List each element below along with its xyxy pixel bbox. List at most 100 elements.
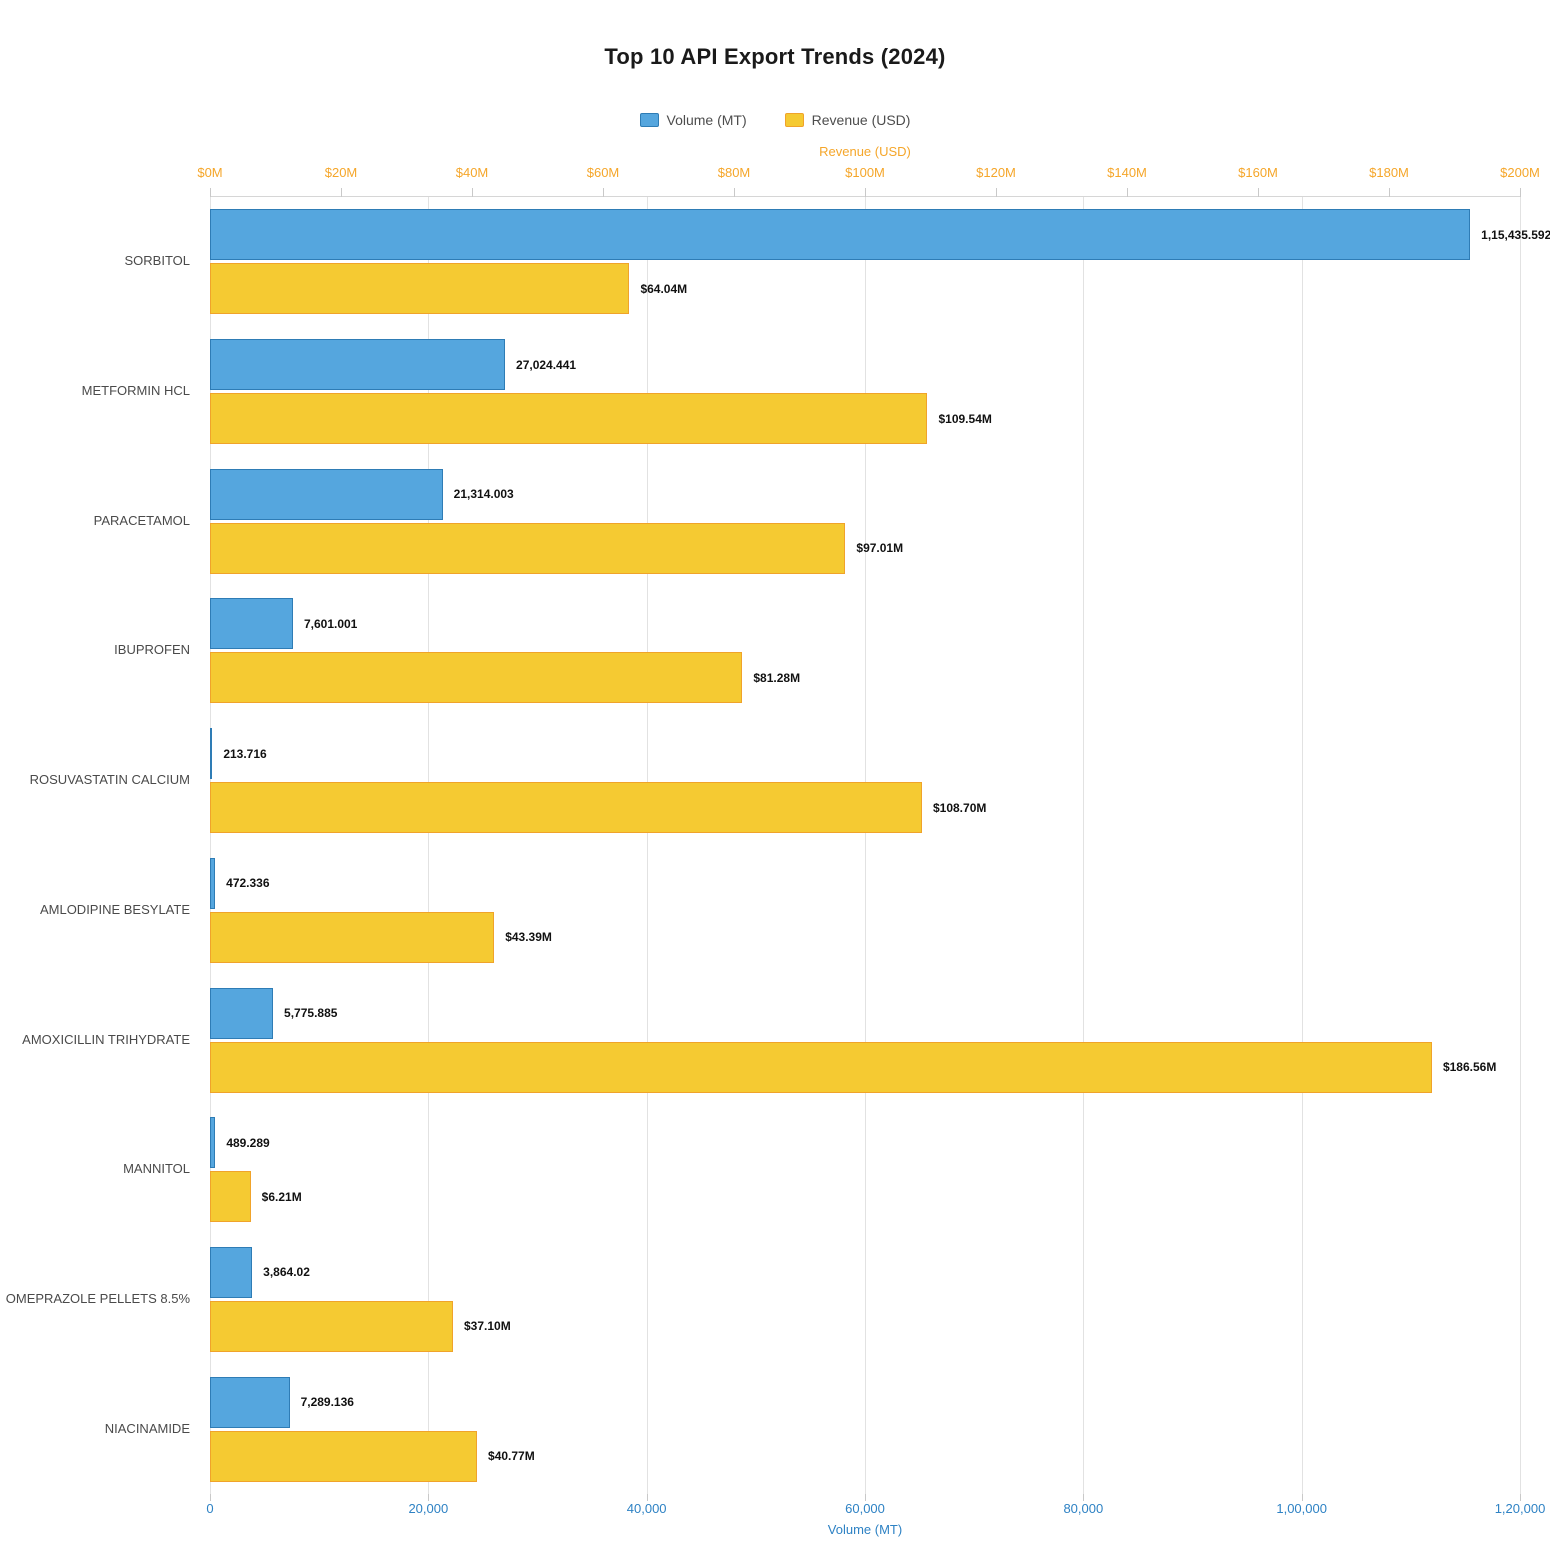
top-axis-tick-mark [472, 188, 473, 197]
top-axis-tick-label: $80M [717, 165, 751, 180]
top-axis-tick-label: $60M [586, 165, 620, 180]
revenue-value-label: $37.10M [464, 1319, 511, 1334]
category-label: OMEPRAZOLE PELLETS 8.5% [5, 1290, 190, 1306]
category-label: ROSUVASTATIN CALCIUM [29, 772, 190, 788]
revenue-swatch-icon [784, 113, 804, 127]
revenue-value-label: $6.21M [261, 1189, 302, 1204]
top-axis: $0M $20M $40M $60M $80M $100M $120M $140M $160M $… [197, 165, 1540, 181]
top-axis-tick-label: $120M [976, 165, 1016, 180]
legend-label-volume: Volume (MT) [666, 112, 747, 128]
bar-row: 489.289 $6.21M [210, 1105, 1520, 1235]
volume-bar[interactable] [210, 209, 1471, 261]
bottom-axis-tick-label: 40,000 [626, 1501, 667, 1516]
legend-item-revenue[interactable]: Revenue (USD) [784, 112, 911, 128]
revenue-value-label: $108.70M [932, 800, 987, 815]
bottom-axis-tick-label: 1,20,000 [1494, 1501, 1546, 1516]
top-axis-tick-mark [1127, 188, 1128, 197]
category-label: IBUPROFEN [114, 642, 190, 658]
revenue-bar[interactable] [210, 1430, 478, 1482]
volume-bar[interactable] [210, 1246, 253, 1298]
revenue-bar-wrap: $40.77M [210, 1430, 1520, 1482]
bottom-axis: 0 20,000 40,000 60,000 80,000 1,00,000 1,20,00… [206, 1501, 1545, 1517]
grid-line [1301, 197, 1303, 1494]
grid-line [646, 197, 648, 1494]
category-label: AMOXICILLIN TRIHYDRATE [22, 1031, 190, 1047]
bottom-axis-tick-mark [1083, 1494, 1085, 1501]
volume-value-label: 1,15,435.592 [1481, 227, 1550, 242]
category-label: AMLODIPINE BESYLATE [39, 901, 190, 917]
bottom-axis-tick-mark [646, 1494, 648, 1501]
top-axis-tick-label: $180M [1369, 165, 1409, 180]
bottom-axis-tick-label: 1,00,000 [1276, 1501, 1327, 1516]
volume-bar-wrap: 213.716 [210, 728, 1520, 780]
bottom-axis-tick-mark [1301, 1494, 1303, 1501]
volume-value-label: 5,775.885 [284, 1006, 338, 1021]
top-axis-tick-label: $140M [1107, 165, 1147, 180]
volume-value-label: 213.716 [223, 746, 267, 761]
volume-bar[interactable] [210, 728, 213, 780]
volume-bar-wrap: 3,864.02 [210, 1246, 1520, 1298]
chart-title: Top 10 API Export Trends (2024) [604, 44, 946, 69]
top-axis-tick-mark [1389, 188, 1390, 197]
revenue-bar-wrap: $186.56M [210, 1041, 1520, 1093]
revenue-bar-wrap: $43.39M [210, 911, 1520, 963]
revenue-bar-wrap: $64.04M [210, 263, 1520, 315]
volume-bar-wrap: 489.289 [210, 1117, 1520, 1169]
revenue-bar[interactable] [210, 652, 743, 704]
revenue-value-label: $109.54M [938, 411, 992, 426]
legend-item-volume[interactable]: Volume (MT) [639, 112, 747, 128]
bar-row: 21,314.003 $97.01M [210, 456, 1520, 586]
top-axis-tick-mark [1258, 188, 1259, 197]
revenue-value-label: $81.28M [753, 670, 801, 685]
revenue-bar[interactable] [210, 782, 922, 834]
volume-value-label: 27,024.441 [516, 357, 577, 372]
revenue-bar-wrap: $97.01M [210, 522, 1520, 574]
volume-bar[interactable] [210, 1117, 216, 1169]
revenue-bar-wrap: $37.10M [210, 1300, 1520, 1352]
revenue-bar[interactable] [210, 1041, 1432, 1093]
bar-row: 27,024.441 $109.54M [210, 327, 1520, 457]
revenue-bar[interactable] [210, 263, 630, 315]
volume-value-label: 7,289.136 [300, 1395, 354, 1410]
legend-label-revenue: Revenue (USD) [811, 112, 911, 128]
top-axis-tick-label: $0M [197, 165, 223, 180]
volume-bar[interactable] [210, 987, 274, 1039]
volume-bar[interactable] [210, 857, 216, 909]
volume-value-label: 21,314.003 [453, 487, 514, 502]
volume-bar[interactable] [210, 339, 506, 391]
top-axis-tick-label: $40M [455, 165, 489, 180]
bottom-axis-tick-mark [865, 1494, 866, 1501]
bottom-axis-tick-label: 80,000 [1063, 1501, 1104, 1516]
volume-value-label: 489.289 [226, 1135, 270, 1150]
category-label: SORBITOL [124, 253, 190, 269]
grid-line [865, 197, 866, 1494]
top-axis-title: Revenue (USD) [819, 144, 911, 159]
top-axis-tick-mark [996, 188, 997, 197]
plot-area: 1,15,435.592 $64.04M 27,024.441 $109.54M 21,… [210, 188, 1550, 1501]
revenue-bar[interactable] [210, 393, 928, 445]
revenue-bar-wrap: $108.70M [210, 782, 1520, 834]
revenue-bar[interactable] [210, 1300, 453, 1352]
grid-line [1520, 197, 1521, 1494]
volume-bar[interactable] [210, 1376, 290, 1428]
top-axis-tick-label: $160M [1238, 165, 1278, 180]
volume-bar-wrap: 7,289.136 [210, 1376, 1520, 1428]
volume-value-label: 472.336 [226, 876, 270, 891]
bottom-axis-tick-label: 0 [206, 1501, 214, 1516]
revenue-value-label: $64.04M [640, 281, 688, 296]
bar-row: 1,15,435.592 $64.04M [210, 197, 1550, 327]
revenue-value-label: $40.77M [488, 1449, 535, 1464]
bar-row: 213.716 $108.70M [210, 716, 1520, 846]
category-label: PARACETAMOL [93, 512, 190, 528]
grid-line [428, 197, 430, 1494]
category-label: MANNITOL [123, 1161, 190, 1177]
volume-bar[interactable] [210, 598, 293, 650]
revenue-bar[interactable] [210, 1171, 251, 1223]
revenue-bar[interactable] [210, 522, 846, 574]
revenue-bar[interactable] [210, 911, 495, 963]
bottom-axis-tick-label: 60,000 [845, 1501, 885, 1516]
volume-bar-wrap: 5,775.885 [210, 987, 1520, 1039]
volume-bar[interactable] [210, 468, 443, 520]
volume-bar-wrap: 7,601.001 [210, 598, 1520, 650]
bottom-axis-tick-mark [1520, 1494, 1521, 1501]
